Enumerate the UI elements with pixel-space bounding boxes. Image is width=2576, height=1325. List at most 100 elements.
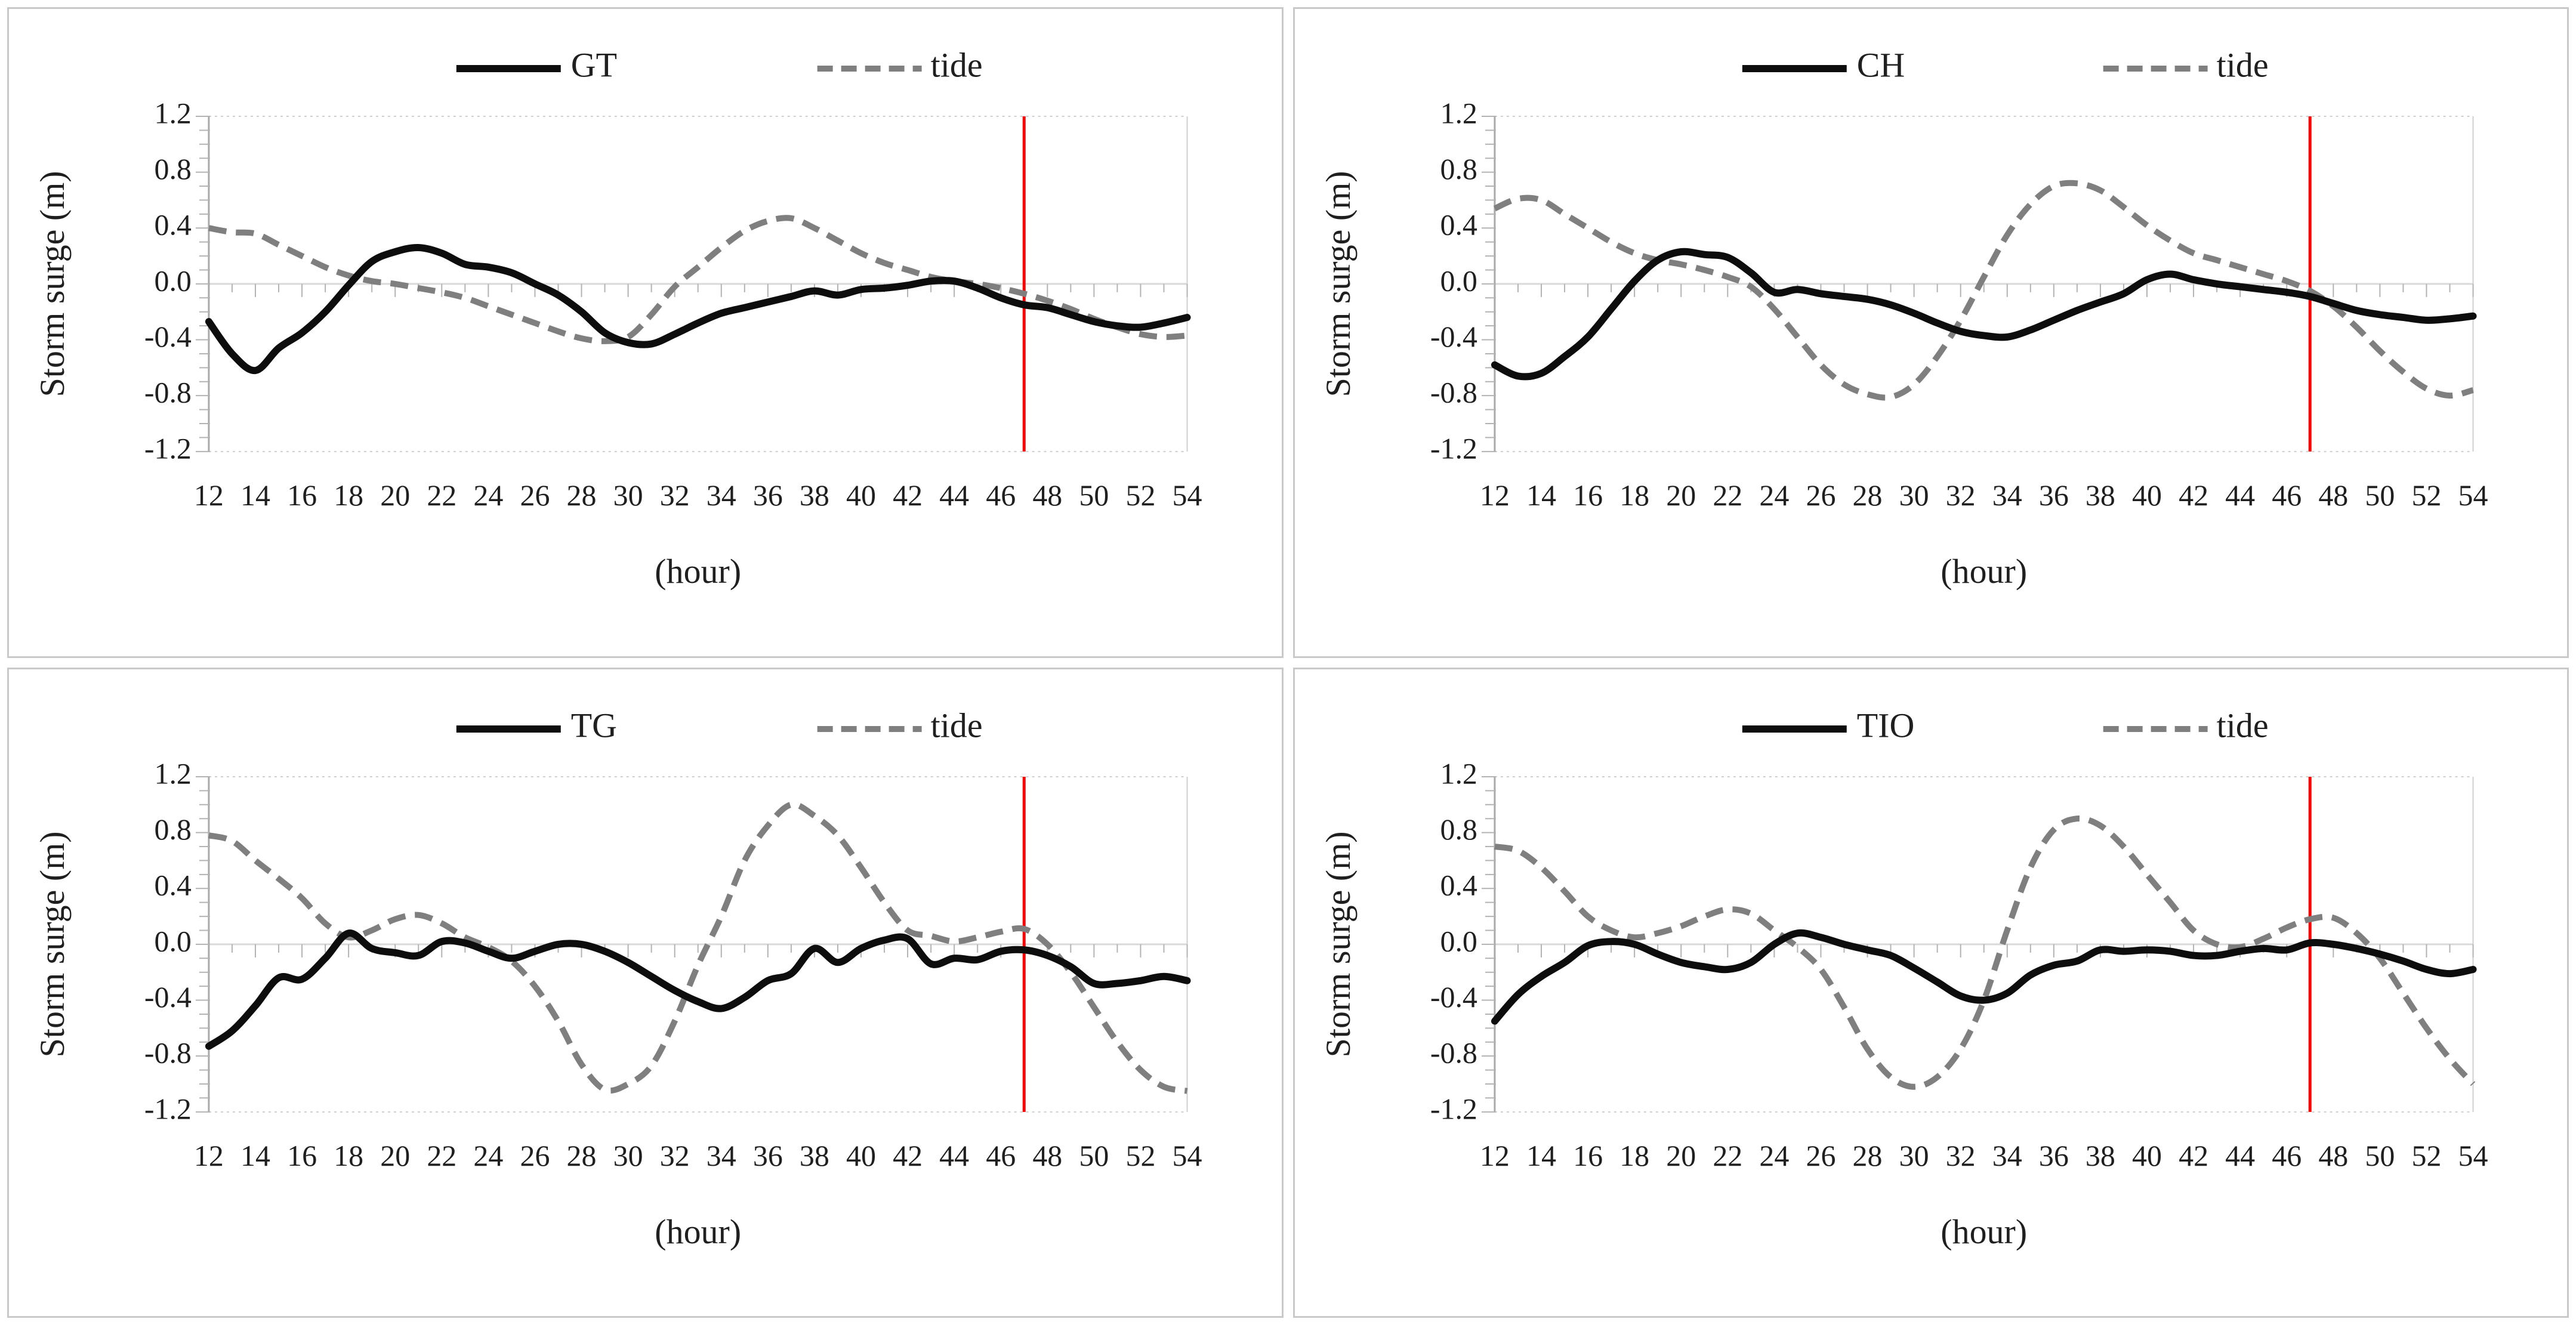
x-tick-label: 34: [707, 1139, 736, 1172]
chart-panel-gt: GT tide 1.2 0.8 0.4 0.0 -0.4 -0.8 -1.2 12 14 16 18 20…: [7, 7, 1284, 658]
x-tick-label: 48: [1032, 1139, 1062, 1172]
legend: TG tide: [456, 706, 983, 745]
x-tick-label: 26: [1806, 1139, 1835, 1172]
legend-surge-label: TG: [571, 706, 617, 745]
y-tick-label: 0.0: [1440, 924, 1477, 958]
x-tick-label: 20: [380, 478, 410, 512]
x-tick-label: 42: [893, 1139, 923, 1172]
x-tick-label: 40: [846, 1139, 876, 1172]
surge-line: [1491, 248, 2477, 381]
x-tick-label: 50: [1079, 1139, 1109, 1172]
x-tick-label: 32: [1945, 1139, 1975, 1172]
x-tick-label: 46: [2272, 1139, 2302, 1172]
x-tick-label: 18: [334, 1139, 363, 1172]
x-tick-label: 34: [1992, 478, 2022, 512]
x-axis-title: (hour): [655, 552, 741, 591]
x-tick-label: 26: [1806, 478, 1835, 512]
surge-line: [205, 244, 1191, 375]
chart-panel-tg: TG tide 1.2 0.8 0.4 0.0 -0.4 -0.8 -1.2 12 14 16 18 20…: [7, 667, 1284, 1318]
y-tick-label: 1.2: [154, 756, 191, 790]
y-tick-label: 0.4: [154, 868, 191, 901]
x-tick-label: 18: [1619, 1139, 1649, 1172]
x-tick-label: 34: [1992, 1139, 2022, 1172]
x-tick-label: 20: [1666, 1139, 1696, 1172]
tide-line: [208, 215, 1187, 344]
x-tick-label: 12: [1479, 1139, 1509, 1172]
x-axis-title: (hour): [1941, 1212, 2027, 1250]
tide-line: [208, 801, 1188, 1094]
x-axis-title: (hour): [1941, 552, 2027, 591]
x-tick-label: 32: [1945, 478, 1975, 512]
y-tick-label: -1.2: [1430, 431, 1477, 465]
legend: TIO tide: [1742, 706, 2268, 745]
y-tick-label: -0.4: [1430, 980, 1477, 1014]
x-tick-label: 18: [334, 478, 363, 512]
x-tick-label: 12: [1479, 478, 1509, 512]
x-tick-label: 54: [1173, 478, 1202, 512]
x-tick-label: 40: [2132, 478, 2162, 512]
x-tick-label: 52: [1125, 478, 1155, 512]
x-tick-label: 52: [2411, 1139, 2441, 1172]
x-tick-label: 50: [1079, 478, 1109, 512]
x-tick-label: 14: [1526, 478, 1556, 512]
x-tick-label: 38: [2085, 1139, 2115, 1172]
chart-panel-tio: TIO tide 1.2 0.8 0.4 0.0 -0.4 -0.8 -1.2 12 14 16 18 2…: [1292, 667, 2569, 1318]
x-tick-label: 30: [1899, 478, 1929, 512]
x-tick-label: 16: [1573, 478, 1603, 512]
x-tick-label: 34: [707, 478, 736, 512]
y-tick-label: -0.8: [144, 1036, 192, 1069]
legend-tide-label: tide: [931, 706, 983, 745]
legend-surge-label: CH: [1856, 45, 1905, 84]
x-tick-label: 28: [1852, 478, 1882, 512]
x-tick-label: 38: [800, 1139, 829, 1172]
x-tick-label: 24: [473, 1139, 503, 1172]
x-tick-label: 48: [2318, 478, 2348, 512]
y-axis-title: Storm surge (m): [33, 171, 72, 397]
x-tick-label: 50: [2365, 478, 2395, 512]
y-tick-label: 0.4: [1440, 208, 1477, 242]
x-tick-label: 26: [520, 1139, 550, 1172]
y-tick-label: 0.0: [154, 924, 191, 958]
x-tick-label: 50: [2365, 1139, 2395, 1172]
x-tick-label: 36: [2038, 478, 2068, 512]
chart-canvas-ch: CH tide 1.2 0.8 0.4 0.0 -0.4 -0.8 -1.212 14 16 18 20…: [1318, 45, 2488, 591]
x-tick-label: 32: [660, 478, 690, 512]
legend-surge-label: GT: [571, 45, 617, 84]
x-tick-label: 24: [1759, 1139, 1789, 1172]
y-tick-label: -1.2: [144, 1092, 192, 1125]
y-tick-label: 0.8: [154, 152, 191, 186]
x-tick-label: 28: [567, 478, 597, 512]
x-tick-label: 44: [939, 478, 969, 512]
y-tick-label: -0.8: [144, 376, 192, 409]
legend-tide-label: tide: [931, 45, 983, 84]
y-tick-label: -1.2: [144, 431, 192, 465]
y-tick-label: 0.8: [1440, 152, 1477, 186]
x-tick-label: 22: [427, 478, 456, 512]
x-tick-label: 46: [2272, 478, 2302, 512]
x-tick-label: 44: [2225, 478, 2255, 512]
y-tick-label: 1.2: [154, 96, 191, 129]
x-tick-label: 18: [1619, 478, 1649, 512]
x-tick-label: 22: [1713, 478, 1742, 512]
x-tick-label: 16: [1573, 1139, 1603, 1172]
chart-canvas-tg: TG tide 1.2 0.8 0.4 0.0 -0.4 -0.8 -1.212 14 16 18 20…: [33, 706, 1202, 1250]
y-tick-label: -1.2: [1430, 1092, 1477, 1125]
x-tick-label: 24: [1759, 478, 1789, 512]
x-tick-label: 52: [2411, 478, 2441, 512]
x-tick-label: 30: [1899, 1139, 1929, 1172]
y-tick-label: 0.0: [1440, 264, 1477, 297]
x-tick-label: 24: [473, 478, 503, 512]
x-tick-label: 40: [846, 478, 876, 512]
legend-surge-label: TIO: [1856, 706, 1914, 745]
x-tick-label: 14: [240, 478, 270, 512]
chart-canvas-tio: TIO tide 1.2 0.8 0.4 0.0 -0.4 -0.8 -1.212 14 16 18 2…: [1318, 706, 2488, 1250]
x-tick-label: 22: [1713, 1139, 1742, 1172]
surge-line: [205, 929, 1191, 1050]
x-tick-label: 20: [380, 1139, 410, 1172]
y-tick-label: -0.4: [144, 320, 192, 353]
y-tick-label: -0.4: [144, 980, 192, 1014]
y-tick-label: 0.4: [1440, 868, 1477, 901]
legend-tide-label: tide: [2216, 706, 2268, 745]
x-tick-label: 14: [1526, 1139, 1556, 1172]
